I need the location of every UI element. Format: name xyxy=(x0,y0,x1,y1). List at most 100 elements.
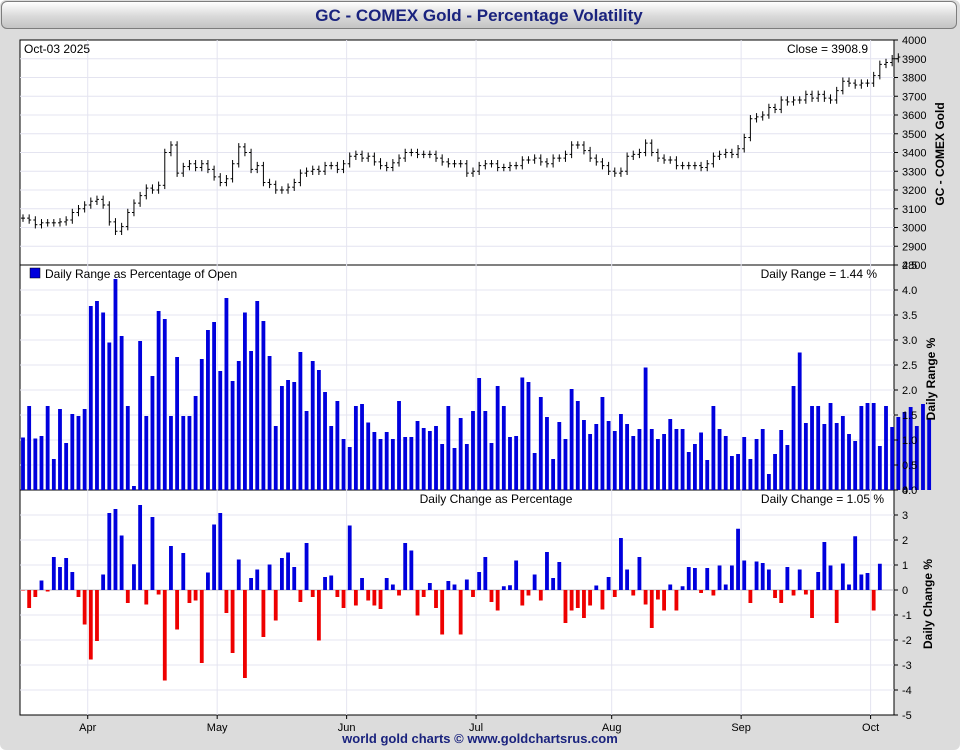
range-bar xyxy=(76,416,81,490)
change-bar xyxy=(520,590,525,606)
range-bar xyxy=(224,298,229,490)
range-bar xyxy=(58,409,62,490)
change-bar xyxy=(267,564,272,590)
change-bar xyxy=(840,563,845,590)
y-tick-label: 2.0 xyxy=(902,385,917,397)
y-tick-label: 4.5 xyxy=(902,260,917,272)
y-tick-label: 3.5 xyxy=(902,310,917,322)
range-bar xyxy=(279,386,284,490)
change-bar xyxy=(471,590,475,597)
change-bar xyxy=(415,590,420,616)
change-bar xyxy=(637,557,642,590)
change-bar xyxy=(816,572,821,590)
range-bar xyxy=(692,444,697,490)
change-bar xyxy=(156,590,161,595)
y-tick-label: 3700 xyxy=(902,91,926,103)
change-bar xyxy=(360,578,364,590)
change-bar xyxy=(625,569,630,590)
change-bar xyxy=(859,574,864,590)
change-bar xyxy=(810,590,814,618)
change-bar xyxy=(341,590,346,608)
change-bar xyxy=(748,590,753,603)
change-bar xyxy=(575,590,580,608)
x-tick-label: Apr xyxy=(79,722,96,734)
range-label: Daily Range = 1.44 % xyxy=(761,267,878,281)
range-bar xyxy=(267,356,272,490)
range-bar xyxy=(816,406,821,490)
range-bar xyxy=(514,436,519,490)
change-bar xyxy=(181,553,186,590)
price-series xyxy=(21,53,901,235)
range-bar xyxy=(840,416,845,490)
grid-layer xyxy=(20,40,894,715)
range-bar xyxy=(834,423,839,490)
change-bar xyxy=(563,590,568,623)
tick-labels: 2800 2900 3000 3100 3200 3300 3400 3500 3600 3700… xyxy=(79,35,926,734)
range-bar xyxy=(896,417,901,490)
change-bar xyxy=(458,590,463,635)
range-bar xyxy=(187,416,192,490)
range-bar xyxy=(520,377,525,490)
range-bar xyxy=(403,437,408,490)
y-tick-label: 4 xyxy=(902,485,908,497)
change-bar xyxy=(243,590,247,678)
range-bar xyxy=(668,419,673,490)
change-bar xyxy=(526,590,531,596)
range-bar xyxy=(347,447,352,490)
range-bar xyxy=(21,437,25,490)
range-bar xyxy=(637,429,642,490)
change-bar xyxy=(64,558,69,590)
change-bar xyxy=(729,565,734,590)
range-bar xyxy=(501,406,506,490)
y-tick-label: -3 xyxy=(902,660,912,672)
x-tick-label: Aug xyxy=(602,722,622,734)
range-bar xyxy=(243,312,247,490)
range-bar xyxy=(390,439,395,490)
range-bar xyxy=(95,301,99,490)
range-bar xyxy=(212,322,217,490)
change-bar xyxy=(279,558,284,590)
change-bar xyxy=(686,567,691,590)
range-bar xyxy=(563,439,568,490)
range-bar xyxy=(877,446,882,490)
range-bar xyxy=(489,443,494,490)
range-bar xyxy=(298,352,303,490)
change-bar xyxy=(754,561,759,590)
change-bar xyxy=(76,590,81,597)
range-bar xyxy=(255,301,260,490)
range-bar xyxy=(686,452,691,490)
y-tick-label: 3.0 xyxy=(902,335,917,347)
change-bar xyxy=(273,590,278,621)
change-bar xyxy=(514,560,519,590)
range-bar xyxy=(378,439,383,490)
range-bar xyxy=(335,401,340,490)
change-bar xyxy=(705,568,710,590)
change-bar xyxy=(773,590,777,598)
y-tick-label: 1.0 xyxy=(902,435,917,447)
range-bar xyxy=(286,380,290,490)
range-bar xyxy=(662,434,666,490)
range-bar xyxy=(508,437,512,490)
change-bar xyxy=(101,574,106,590)
y-tick-label: 4000 xyxy=(902,35,926,47)
y-tick-label: 1.5 xyxy=(902,410,917,422)
change-bar xyxy=(397,590,401,596)
range-bar xyxy=(415,421,420,490)
range-bar xyxy=(82,409,87,490)
change-bar xyxy=(446,581,451,590)
change-bar xyxy=(107,513,112,590)
change-bar xyxy=(532,574,537,590)
change-bar xyxy=(33,590,38,597)
range-bar xyxy=(483,411,488,490)
y-tick-label: -2 xyxy=(902,635,912,647)
y-tick-label: 4.0 xyxy=(902,285,917,297)
y-tick-label: 0.5 xyxy=(902,460,917,472)
range-bar xyxy=(366,422,371,490)
range-bar xyxy=(304,411,309,490)
change-bar xyxy=(619,538,623,590)
range-bar xyxy=(859,406,864,490)
change-bar xyxy=(224,590,229,613)
change-bar xyxy=(70,572,75,590)
range-panel-title: Daily Range as Percentage of Open xyxy=(45,267,237,281)
